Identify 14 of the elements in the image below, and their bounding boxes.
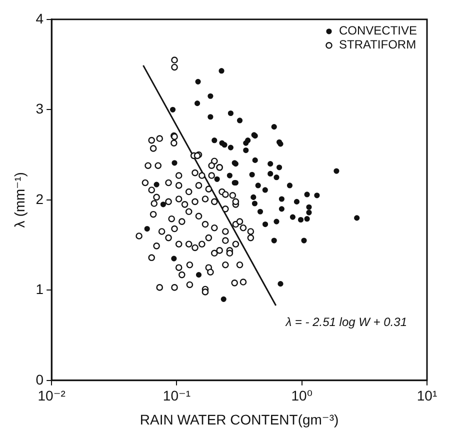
- x-tick-label: 10⁰: [291, 388, 313, 404]
- legend-label: CONVECTIVE: [338, 24, 418, 38]
- y-tick-label: 3: [36, 100, 44, 117]
- x-tick-label: 10¹: [416, 388, 438, 404]
- x-tick-label: 10⁻¹: [162, 388, 191, 404]
- y-tick-label: 0: [36, 371, 44, 388]
- x-tick-label: 10⁻²: [38, 388, 66, 404]
- annotation: λ = - 2.51 log W + 0.31: [284, 314, 407, 329]
- y-axis-title: λ (mm⁻¹): [11, 172, 28, 228]
- legend-label: STRATIFORM: [338, 38, 416, 52]
- x-axis-title: RAIN WATER CONTENT(gm⁻³): [140, 411, 339, 428]
- y-tick-label: 1: [36, 281, 44, 298]
- y-tick-label: 4: [36, 10, 44, 26]
- y-tick-label: 2: [36, 190, 44, 207]
